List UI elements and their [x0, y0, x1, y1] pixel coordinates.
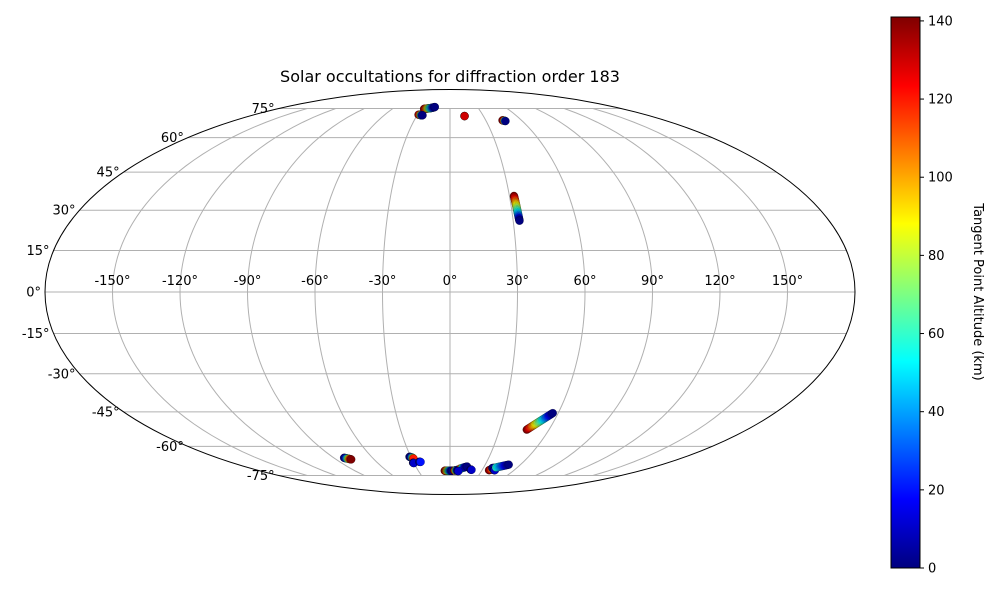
lon-tick-label: 0°: [443, 274, 458, 289]
lat-tick-label: 45°: [97, 166, 120, 181]
lon-tick-label: 30°: [506, 274, 529, 289]
colorbar-tick-label: 120: [928, 93, 953, 108]
lon-tick-label: -60°: [301, 274, 329, 289]
colorbar-tick-label: 100: [928, 171, 953, 186]
scatter-points: [339, 102, 558, 476]
colorbar-tick-label: 140: [928, 14, 953, 29]
grid: [45, 108, 855, 476]
occultation-point: [467, 465, 476, 475]
lat-tick-label: -45°: [92, 405, 120, 420]
longitude-tick-labels: -150° -120° -90° -60° -30° 0° 30° 60° 90° 120° 150…: [94, 274, 803, 289]
occultation-point: [504, 460, 514, 469]
occultation-point: [418, 110, 427, 120]
colorbar: [890, 16, 921, 569]
lat-tick-label: -15°: [22, 327, 50, 342]
lat-tick-label: 30°: [52, 204, 75, 219]
colorbar-label: Tangent Point Altitude (km): [970, 202, 985, 380]
lat-tick-label: -60°: [156, 440, 184, 455]
colorbar-tick-label: 80: [928, 249, 945, 264]
lat-tick-label: 75°: [252, 102, 275, 117]
occultation-point: [460, 111, 469, 121]
map-boundary: [44, 89, 856, 495]
lon-tick-label: 120°: [704, 274, 735, 289]
occultation-point: [548, 408, 558, 418]
lat-tick-label: 60°: [161, 131, 184, 146]
latitude-tick-labels: -75° -60° -45° -30° -15° 0° 15° 30° 45° 60° 75°: [22, 102, 275, 484]
lat-tick-label: 0°: [26, 286, 41, 301]
colorbar-tick-label: 60: [928, 327, 945, 342]
chart-title: Solar occultations for diffraction order…: [280, 67, 620, 86]
lat-tick-label: -75°: [247, 469, 275, 484]
lon-tick-label: -150°: [94, 274, 130, 289]
lon-tick-label: 150°: [772, 274, 803, 289]
occultation-point: [347, 455, 356, 464]
occultation-point: [430, 102, 440, 112]
occultation-point: [501, 116, 510, 126]
colorbar-tick-label: 0: [928, 562, 936, 577]
occultation-point: [416, 457, 425, 467]
occultation-point: [454, 466, 463, 476]
lat-tick-label: -30°: [48, 367, 76, 382]
occultation-point: [515, 216, 524, 226]
lon-tick-label: -120°: [162, 274, 198, 289]
lat-tick-label: 15°: [27, 244, 50, 259]
lon-tick-label: -90°: [234, 274, 262, 289]
colorbar-tick-label: 20: [928, 483, 945, 498]
lon-tick-label: 60°: [573, 274, 596, 289]
colorbar-tick-label: 40: [928, 405, 945, 420]
lon-tick-label: -30°: [369, 274, 397, 289]
colorbar-ticks: 0 20 40 60 80 100 120 140: [920, 14, 953, 577]
lon-tick-label: 90°: [641, 274, 664, 289]
